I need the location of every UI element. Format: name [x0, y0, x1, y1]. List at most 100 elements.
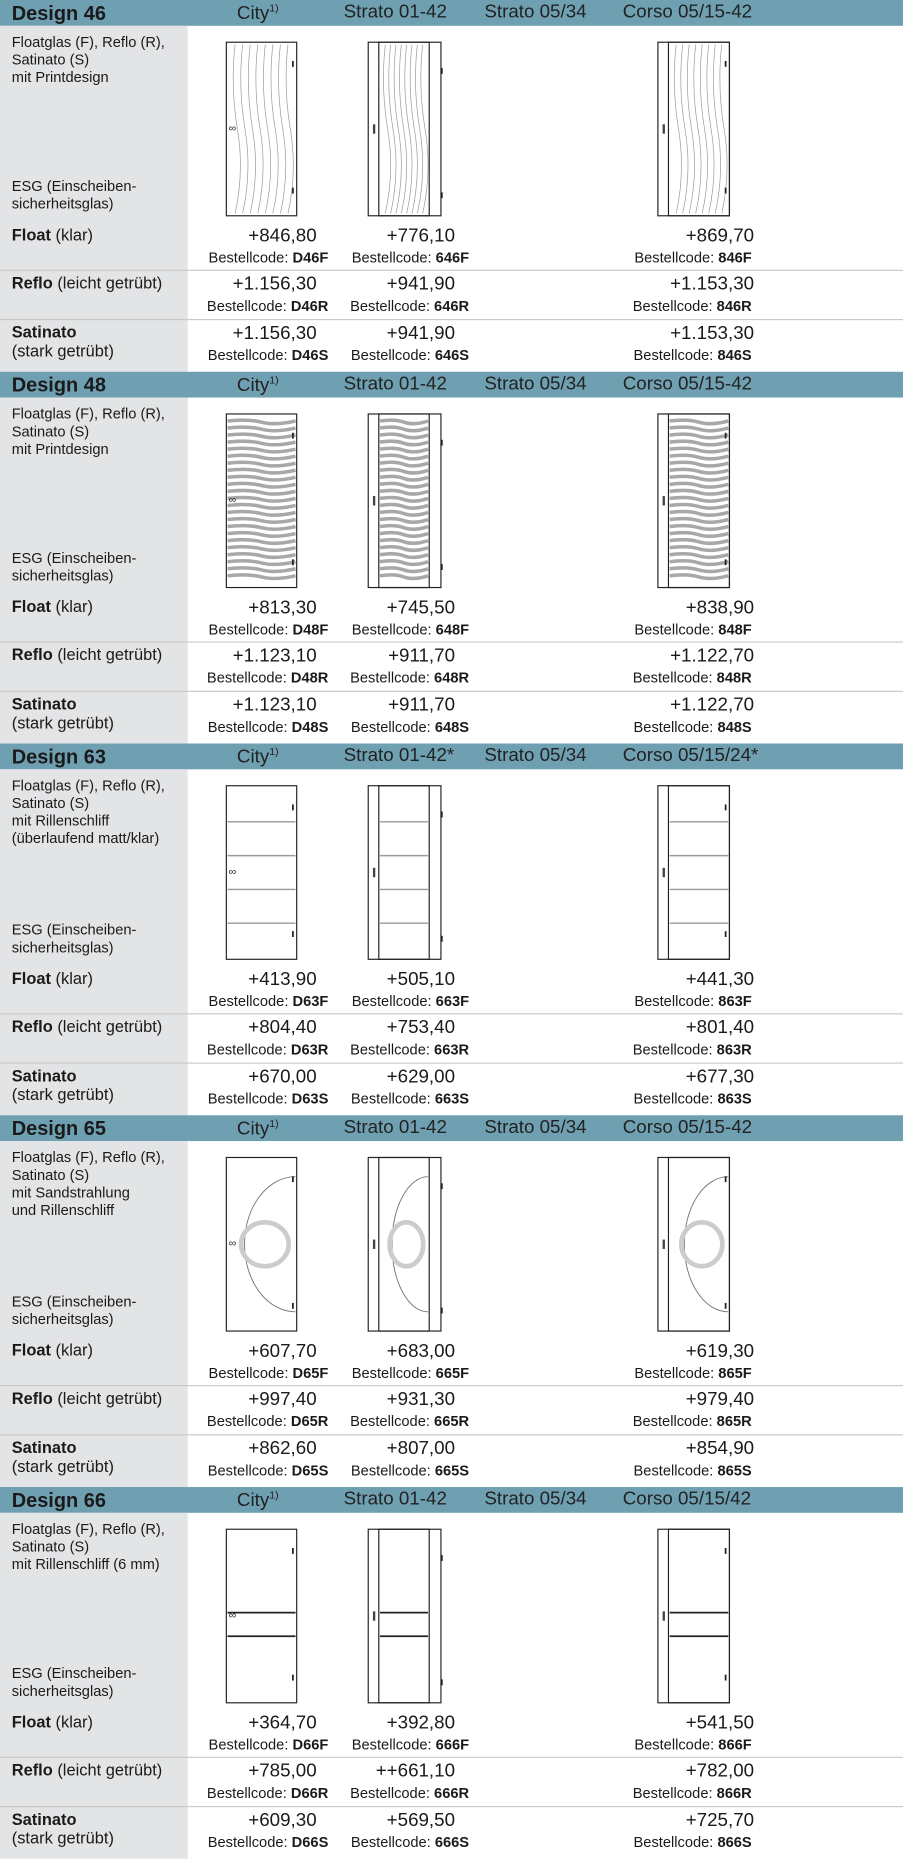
price: +801,40 [685, 1017, 755, 1038]
glass-pattern [669, 566, 729, 574]
glass-pattern [227, 418, 296, 426]
column-header: Strato 01-42 [343, 1117, 447, 1138]
glass-pattern [227, 481, 296, 489]
order-code-label: Bestellcode: [207, 347, 288, 364]
glass-pattern [379, 552, 429, 560]
design-block: Design 48 City1) Strato 01-42 Strato 05/34 C… [0, 371, 903, 744]
order-code: Bestellcode: D48R [207, 670, 328, 686]
price: +725,70 [685, 1810, 755, 1831]
glass-type-name: Satinato [11, 694, 77, 714]
order-code-label: Bestellcode: [634, 621, 715, 638]
price: +441,30 [685, 969, 755, 990]
row-separator [0, 1062, 903, 1064]
price: +683,00 [386, 1341, 456, 1362]
glass-type-note: (klar) [55, 1712, 93, 1731]
glass-type-label: Reflo (leicht getrübt) [12, 273, 163, 292]
order-code-label: Bestellcode: [633, 347, 714, 364]
order-code-value: 648R [434, 669, 470, 687]
door-hinge [292, 432, 294, 439]
glass-pattern [669, 537, 729, 546]
glass-pattern [278, 44, 287, 214]
price: +569,50 [386, 1810, 456, 1831]
design-title: Design 48 [11, 374, 106, 397]
row-separator [0, 1434, 903, 1436]
price: +1.122,70 [670, 695, 755, 716]
order-code: Bestellcode: 648S [351, 719, 469, 735]
order-code-label: Bestellcode: [632, 297, 713, 315]
glass-pattern [379, 481, 429, 489]
column-name: City [236, 3, 270, 24]
glass-type-label: Satinato (stark getrübt) [12, 1438, 114, 1476]
door-hinge [440, 1307, 443, 1314]
glass-pattern [379, 559, 429, 567]
price: +1.156,30 [232, 323, 317, 344]
door-hinge [440, 811, 443, 818]
order-code-value: 865R [716, 1413, 752, 1430]
order-code: Bestellcode: 848S [634, 719, 752, 735]
glass-type-name: Reflo [11, 1760, 53, 1780]
glass-pattern [391, 1176, 429, 1313]
price: +629,00 [386, 1067, 456, 1088]
glass-type-label: Float (klar) [12, 597, 93, 616]
order-code-label: Bestellcode: [206, 1413, 287, 1430]
order-code: Bestellcode: 666S [351, 1834, 469, 1850]
glass-pattern [699, 44, 708, 214]
order-code-label: Bestellcode: [350, 1462, 431, 1479]
row-separator [0, 318, 903, 321]
door-hinge [724, 432, 727, 439]
glass-pattern [379, 509, 429, 517]
door-handle [372, 1239, 376, 1249]
order-code-value: 866F [718, 1736, 752, 1754]
glass-pattern [669, 474, 729, 482]
order-code-value: D46F [292, 249, 329, 267]
design-block: Design 66 City1) Strato 01-42 Strato 05/34 C… [0, 1487, 903, 1859]
order-code-label: Bestellcode: [206, 1041, 287, 1058]
door-hinge [292, 931, 294, 938]
order-code-value: 866R [716, 1784, 752, 1802]
door-frame [378, 1156, 430, 1332]
glass-pattern [379, 467, 429, 475]
design-header [0, 0, 903, 26]
glass-type-label: Satinato (stark getrübt) [12, 1810, 114, 1848]
price: +931,30 [386, 1389, 456, 1410]
glass-pattern [227, 488, 296, 496]
glass-pattern [669, 559, 729, 567]
door-frame [667, 41, 731, 217]
order-code-value: 666F [435, 1736, 470, 1754]
glass-type-note: (leicht getrübt) [57, 645, 163, 664]
order-code-value: D65F [292, 1365, 329, 1382]
glass-type-name: Reflo [11, 1016, 53, 1036]
design-block: Design 63 City1) Strato 01-42* Strato 05/34… [0, 743, 903, 1116]
label-column [0, 1141, 188, 1488]
glass-pattern [379, 495, 429, 503]
order-code: Bestellcode: 866F [634, 1737, 751, 1753]
order-code-value: D65S [291, 1462, 329, 1479]
column-name: City [236, 1119, 270, 1140]
glass-pattern [669, 460, 729, 468]
label-column [0, 769, 188, 1116]
esg-label: ESG (Einscheiben- sicherheitsglas) [11, 178, 137, 213]
glass-pattern [379, 523, 429, 531]
order-code-label: Bestellcode: [207, 1462, 288, 1479]
column-header: City1) [237, 1118, 279, 1141]
order-code: Bestellcode: 848R [633, 670, 752, 686]
glass-pattern [669, 516, 729, 524]
order-code: Bestellcode: 663F [352, 993, 469, 1009]
order-code-label: Bestellcode: [634, 1736, 715, 1754]
glass-pattern [669, 439, 729, 447]
glass-pattern [227, 537, 296, 546]
order-code: Bestellcode: 865R [633, 1413, 752, 1429]
door-drawings: ∞ [225, 1528, 731, 1704]
door-handle [372, 496, 376, 506]
price: +609,30 [248, 1810, 317, 1831]
door-handle [662, 1239, 665, 1249]
order-code-value: 666S [434, 1834, 470, 1851]
glass-pattern [669, 544, 729, 553]
door-hinge [440, 439, 443, 446]
order-code-label: Bestellcode: [208, 993, 289, 1010]
glass-pattern [420, 44, 429, 214]
price: +1.122,70 [670, 646, 755, 667]
price: +911,70 [388, 646, 456, 667]
door-drawings: ∞ [225, 413, 731, 589]
lock-symbol: ∞ [229, 494, 237, 506]
